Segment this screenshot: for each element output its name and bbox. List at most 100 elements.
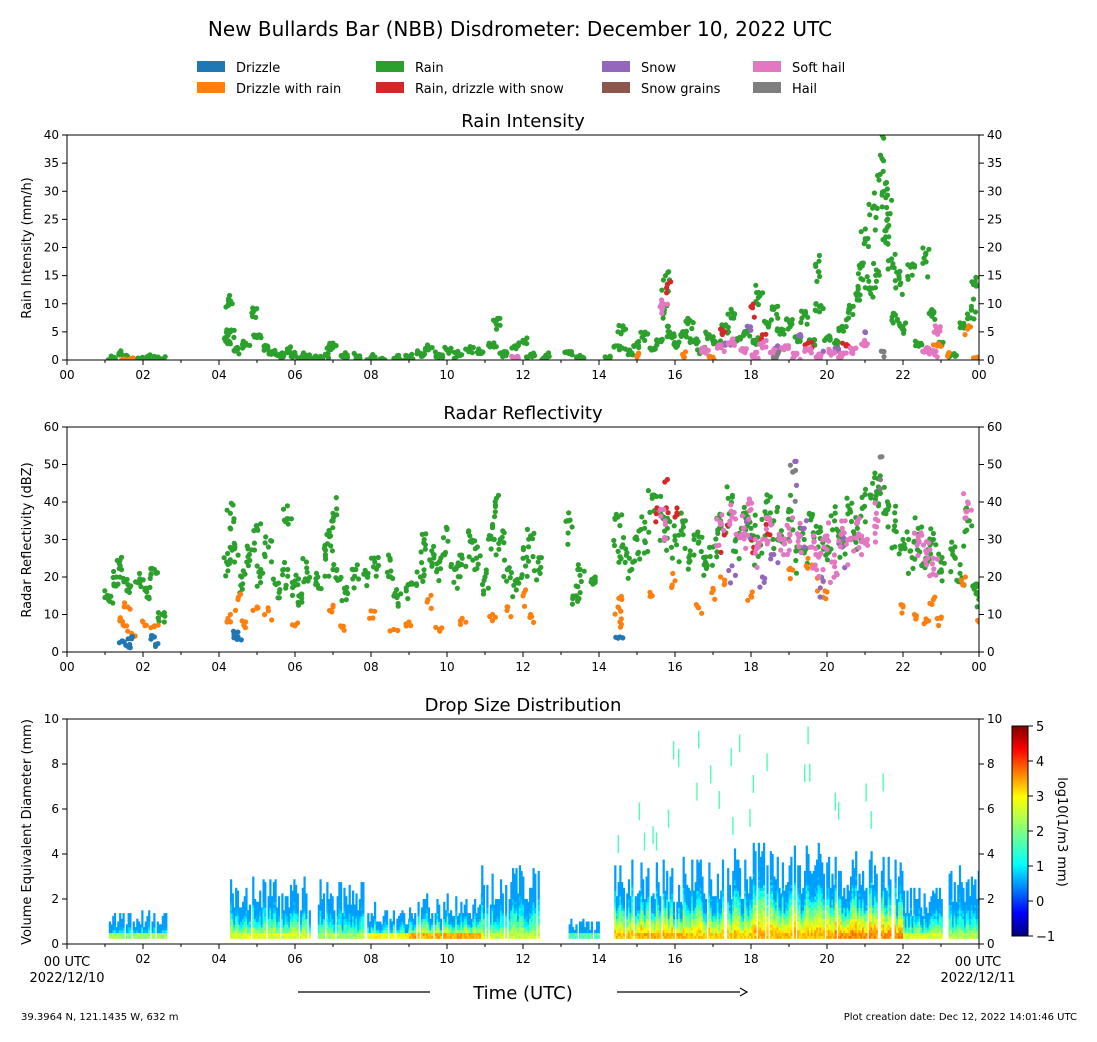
heat-cell xyxy=(392,935,395,939)
data-point xyxy=(690,320,696,326)
data-point xyxy=(620,635,626,641)
heat-cell xyxy=(260,929,263,934)
heat-cell xyxy=(291,913,294,917)
data-point xyxy=(752,522,758,528)
heat-cell xyxy=(308,924,311,928)
heat-cell xyxy=(498,927,501,931)
data-point xyxy=(871,260,877,267)
data-point xyxy=(744,532,751,538)
data-point xyxy=(299,599,305,605)
heat-cell xyxy=(247,929,250,934)
heat-cell xyxy=(341,929,344,934)
heat-cell xyxy=(462,915,465,920)
data-point xyxy=(714,516,720,522)
heat-cell xyxy=(296,904,299,908)
heat-cell xyxy=(482,910,486,914)
heat-cell xyxy=(520,899,523,903)
data-point xyxy=(862,337,868,343)
heat-cell xyxy=(443,904,446,908)
heat-cell xyxy=(501,913,504,917)
heat-cell xyxy=(508,913,511,917)
heat-cell xyxy=(245,935,248,939)
heat-cell xyxy=(436,924,439,928)
heat-cell xyxy=(348,904,351,908)
heat-cell xyxy=(436,927,439,931)
heat-cell xyxy=(513,887,516,891)
heat-cell xyxy=(235,918,238,922)
heat-cell xyxy=(512,882,515,886)
heat-cell xyxy=(522,882,525,886)
heat-cell xyxy=(463,929,466,934)
heat-cell xyxy=(532,932,535,936)
data-point xyxy=(909,555,915,561)
heat-cell xyxy=(151,929,154,934)
heat-cell xyxy=(283,913,286,917)
heat-cell xyxy=(482,915,486,920)
data-point xyxy=(787,576,793,582)
data-point xyxy=(856,515,862,522)
data-point xyxy=(820,567,826,573)
data-point xyxy=(147,584,153,591)
x-tick-label: 14 xyxy=(591,660,606,674)
heat-cell xyxy=(243,907,246,911)
heat-cell xyxy=(421,929,424,934)
heat-cell xyxy=(527,935,530,939)
heat-cell xyxy=(141,935,144,939)
heat-cell xyxy=(317,935,320,939)
data-point xyxy=(463,563,469,570)
data-point xyxy=(745,597,751,603)
heat-cell xyxy=(491,899,494,903)
data-point xyxy=(885,216,891,222)
heat-cell xyxy=(403,918,406,922)
heat-cell xyxy=(515,879,518,883)
heat-cell xyxy=(446,935,449,939)
data-point xyxy=(263,534,269,540)
heat-cell xyxy=(455,918,458,922)
heat-cell xyxy=(289,927,293,931)
heat-cell xyxy=(340,913,343,917)
data-point xyxy=(422,546,428,552)
data-point xyxy=(749,354,756,360)
data-point xyxy=(674,343,681,349)
data-point xyxy=(859,533,865,539)
series-hail xyxy=(770,348,887,360)
heat-cell xyxy=(286,899,289,903)
heat-cell xyxy=(489,904,492,908)
data-point xyxy=(649,346,655,352)
heat-cell xyxy=(518,932,521,936)
data-point xyxy=(277,587,283,593)
data-point xyxy=(611,537,617,544)
heat-cell xyxy=(230,932,233,936)
heat-cell xyxy=(245,896,248,900)
heat-cell xyxy=(236,904,240,908)
data-point xyxy=(403,352,409,359)
heat-cell xyxy=(451,935,454,939)
data-point xyxy=(337,576,343,583)
heat-cell xyxy=(243,927,246,931)
data-point xyxy=(859,263,865,269)
heat-cell xyxy=(421,932,424,936)
y-tick-label-right: 20 xyxy=(987,570,1002,584)
heat-cell xyxy=(233,915,236,920)
heat-cell xyxy=(453,924,456,928)
heat-cell xyxy=(262,901,265,905)
heat-cell xyxy=(529,918,532,922)
heat-cell xyxy=(345,904,348,908)
heat-cell xyxy=(438,929,441,934)
heat-cell xyxy=(281,896,284,900)
heat-cell xyxy=(515,935,518,939)
data-point xyxy=(137,580,143,586)
heat-cell xyxy=(262,896,265,900)
heat-cell xyxy=(259,904,262,908)
heat-cell xyxy=(417,918,420,922)
heat-cell xyxy=(472,932,475,936)
heat-cell xyxy=(127,927,130,931)
heat-cell xyxy=(264,921,267,925)
data-point xyxy=(832,518,838,524)
heat-cell xyxy=(281,921,284,925)
heat-cell xyxy=(151,924,154,928)
data-point xyxy=(897,282,903,288)
heat-cell xyxy=(501,927,504,931)
heat-cell xyxy=(300,915,303,920)
heat-cell xyxy=(235,899,238,903)
